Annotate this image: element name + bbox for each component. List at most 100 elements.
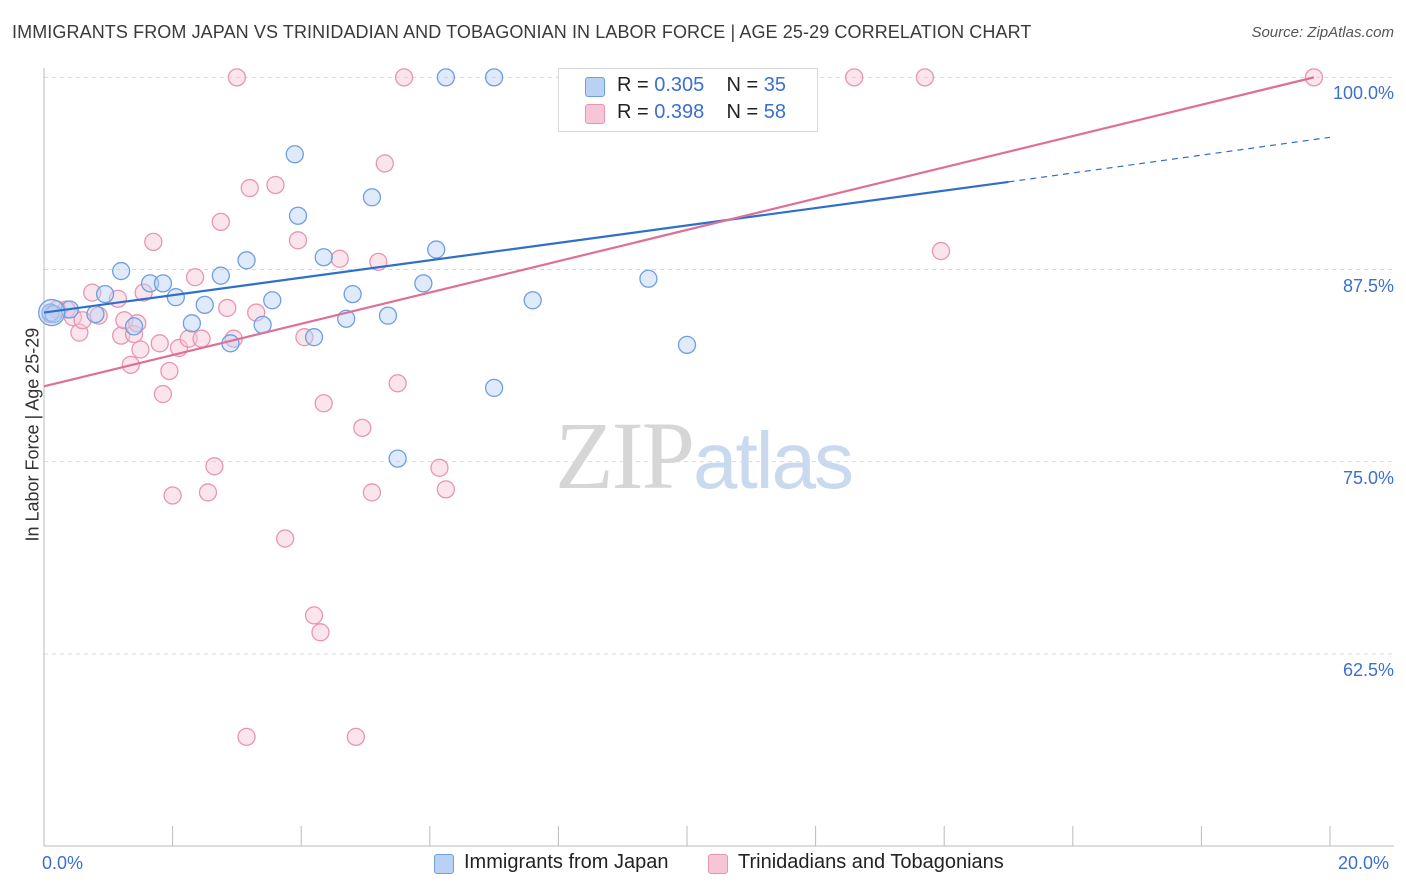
x-tick-label-max: 20.0%	[1338, 853, 1390, 873]
scatter-point	[304, 606, 324, 625]
grid-lines	[44, 76, 1394, 655]
legend-r-label: R =	[617, 74, 649, 96]
scatter-point	[427, 240, 446, 259]
scatter-point	[931, 241, 951, 261]
scatter-point	[378, 306, 398, 325]
scatter-point	[285, 145, 304, 164]
scatter-point	[112, 261, 131, 281]
scatter-point	[195, 295, 214, 315]
axes	[43, 68, 1394, 847]
scatter-point	[160, 361, 179, 381]
scatter-point	[95, 284, 115, 304]
scatter-point	[288, 231, 308, 250]
scatter-point	[288, 206, 308, 225]
scatter-point	[205, 457, 224, 476]
scatter-point	[153, 274, 173, 293]
scatter-point	[266, 175, 285, 195]
watermark-atlas: atlas	[693, 416, 854, 505]
legend-r-label: R =	[617, 101, 649, 123]
legend-n-label: N =	[726, 74, 759, 96]
scatter-point	[484, 378, 504, 398]
x-tick-label-min: 0.0%	[42, 853, 84, 873]
scatter-point	[388, 449, 407, 468]
scatter-point	[218, 298, 237, 318]
scatter-point	[198, 483, 218, 502]
scatter-point	[362, 483, 382, 502]
scatter-point	[163, 486, 182, 505]
scatter-point	[330, 249, 349, 268]
y-tick-label: 100.0%	[1332, 83, 1394, 104]
y-axis-title: In Labor Force | Age 25-29	[22, 327, 43, 542]
scatter-point	[304, 328, 324, 347]
scatter-point	[375, 154, 394, 173]
trend-line-trinidad	[43, 76, 1315, 388]
scatter-point	[128, 314, 147, 333]
legend-n-label: N =	[726, 101, 759, 123]
scatter-point	[677, 335, 697, 355]
scatter-point	[523, 291, 542, 310]
scatter-point	[134, 283, 153, 302]
y-tick-label: 75.0%	[1342, 467, 1394, 488]
scatter-point	[388, 374, 407, 393]
scatter-point	[915, 68, 935, 87]
legend-swatch-trinidad	[585, 104, 605, 124]
scatter-point	[153, 384, 173, 404]
bottom-legend-label-trinidad: Trinidadians and Tobagonians	[738, 851, 1004, 873]
scatter-point	[394, 68, 414, 87]
pink-series-points	[41, 68, 1324, 747]
scatter-point	[166, 288, 185, 307]
scatter-point	[263, 291, 282, 310]
chart-title: IMMIGRANTS FROM JAPAN VS TRINIDADIAN AND…	[12, 22, 1032, 42]
scatter-point	[343, 284, 362, 304]
scatter-point	[211, 266, 230, 285]
watermark-zip: ZIP	[555, 402, 695, 509]
scatter-point	[436, 68, 456, 87]
scatter-point	[131, 340, 150, 359]
scatter-point	[414, 274, 433, 293]
y-tick-label: 62.5%	[1342, 659, 1394, 680]
scatter-point	[311, 623, 330, 642]
scatter-point	[430, 458, 449, 477]
scatter-point	[182, 314, 202, 333]
scatter-point	[192, 329, 211, 348]
bottom-legend-swatch-japan	[434, 854, 454, 874]
chart-source: Source: ZipAtlas.com	[1251, 24, 1394, 41]
scatter-point	[845, 68, 864, 87]
scatter-point	[240, 178, 259, 198]
scatter-point	[237, 251, 256, 270]
scatter-point	[144, 232, 163, 252]
trend-line-japan	[43, 180, 1009, 314]
scatter-point	[314, 248, 333, 267]
scatter-point	[295, 328, 314, 347]
legend-n-value-trinidad: 58	[763, 101, 787, 123]
scatter-point	[86, 304, 105, 324]
scatter-point	[353, 418, 372, 438]
bottom-legend-swatch-trinidad	[708, 854, 728, 874]
scatter-point	[140, 274, 160, 293]
scatter-point	[185, 268, 205, 287]
scatter-point	[362, 188, 382, 207]
trend-lines	[43, 76, 1331, 388]
scatter-point	[436, 480, 456, 499]
scatter-point	[346, 727, 366, 747]
watermark: ZIPatlas	[555, 400, 854, 511]
bottom-legend-label-japan: Immigrants from Japan	[464, 851, 669, 873]
scatter-point	[639, 269, 658, 288]
scatter-point	[124, 317, 144, 336]
correlation-legend: R = 0.305 N = 35 R = 0.398 N = 58	[558, 68, 818, 132]
legend-swatch-japan	[585, 77, 605, 97]
scatter-point	[227, 68, 247, 87]
scatter-point	[179, 329, 198, 348]
scatter-point	[484, 68, 504, 87]
legend-r-value-trinidad: 0.398	[654, 101, 705, 123]
scatter-point	[237, 727, 256, 747]
y-tick-label: 87.5%	[1342, 275, 1394, 296]
scatter-point	[124, 324, 144, 344]
trend-line-japan-projection	[1008, 136, 1331, 183]
scatter-point	[275, 529, 295, 548]
legend-n-value-japan: 35	[763, 74, 787, 96]
scatter-point	[211, 212, 230, 232]
scatter-point	[314, 394, 333, 413]
scatter-point	[150, 334, 169, 353]
